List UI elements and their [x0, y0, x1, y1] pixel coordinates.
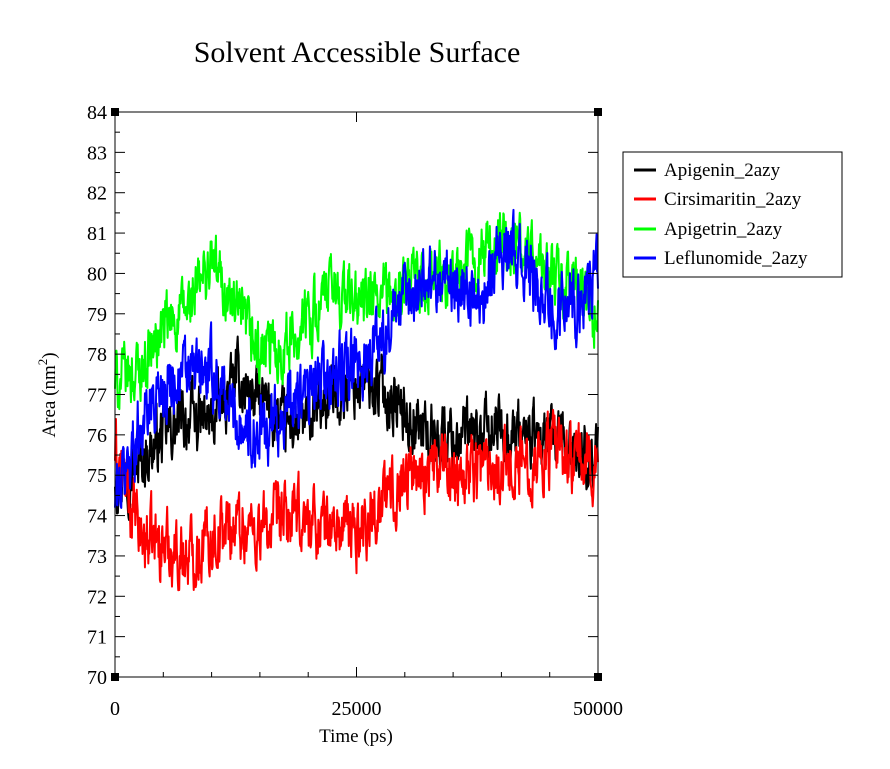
series-line-leflunomide-2azy	[114, 208, 599, 509]
y-tick-label: 72	[87, 586, 107, 608]
y-axis-label-sup: 2	[35, 359, 50, 366]
series-line-apigenin-2azy	[114, 335, 599, 521]
x-tick-label: 0	[110, 698, 120, 720]
chart-title: Solvent Accessible Surface	[194, 36, 521, 69]
legend-label-cirsimaritin: Cirsimaritin_2azy	[664, 189, 802, 210]
y-tick-label: 82	[87, 183, 107, 205]
corner-marker	[111, 108, 119, 116]
y-tick-label: 78	[87, 344, 107, 366]
y-tick-label: 77	[87, 385, 107, 407]
series-line-apigetrin-2azy	[114, 211, 599, 411]
y-axis-label-main: Area (nm	[39, 365, 60, 437]
x-axis-label: Time (ps)	[319, 726, 393, 747]
y-tick-label: 70	[87, 667, 107, 689]
x-tick-label: 25000	[332, 698, 382, 720]
legend-box	[622, 151, 843, 278]
legend-label-apigetrin: Apigetrin_2azy	[664, 219, 783, 240]
y-tick-label: 71	[87, 627, 107, 649]
y-axis-label-close: )	[39, 352, 60, 358]
y-tick-label: 83	[87, 142, 107, 164]
corner-marker	[594, 673, 602, 681]
x-tick-label: 50000	[573, 698, 623, 720]
corner-marker	[594, 108, 602, 116]
y-tick-label: 79	[87, 304, 107, 326]
y-tick-label: 76	[87, 425, 107, 447]
series-line-cirsimaritin-2azy	[114, 408, 599, 592]
corner-marker	[111, 673, 119, 681]
y-tick-label: 84	[87, 102, 107, 124]
axis-layer: 70 71 72 73 74 75 76 77 78 79 80 81 82 83 84 0 25000 5000…	[87, 102, 623, 720]
y-tick-label: 73	[87, 546, 107, 568]
y-tick-label: 80	[87, 263, 107, 285]
y-tick-label: 74	[87, 506, 107, 528]
legend-label-apigenin: Apigenin_2azy	[664, 160, 781, 181]
series-layer	[114, 208, 599, 592]
y-tick-label: 75	[87, 465, 107, 487]
legend-label-leflunomide: Leflunomide_2azy	[664, 248, 808, 269]
legend: Apigenin_2azy Cirsimaritin_2azy Apigetri…	[622, 151, 843, 278]
y-tick-label: 81	[87, 223, 107, 245]
y-axis-label: Area (nm2)	[35, 352, 60, 437]
